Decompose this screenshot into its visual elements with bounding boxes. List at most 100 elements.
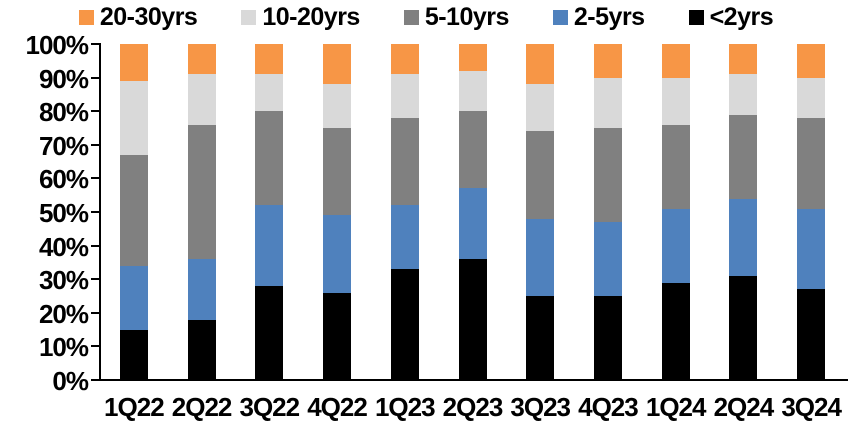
legend-item: <2yrs xyxy=(688,2,774,32)
bar-segment-1020yrs-2Q24 xyxy=(729,74,758,115)
bar-segment-1020yrs-3Q23 xyxy=(526,84,555,132)
y-axis-label: 80% xyxy=(38,97,89,128)
bar-segment-1020yrs-2Q23 xyxy=(458,70,487,112)
legend-item: 5-10yrs xyxy=(403,2,510,32)
bar-segment-2yrs-2Q22 xyxy=(187,319,216,380)
legend-item: 20-30yrs xyxy=(78,2,198,32)
bar-segment-2030yrs-2Q24 xyxy=(729,44,758,75)
bar-segment-25yrs-3Q23 xyxy=(526,218,555,296)
bar-segment-2yrs-2Q23 xyxy=(458,259,487,380)
bar-segment-510yrs-1Q24 xyxy=(661,124,690,209)
bar-segment-510yrs-2Q24 xyxy=(729,114,758,199)
bar-segment-2yrs-1Q23 xyxy=(390,269,419,380)
y-axis-label: 10% xyxy=(38,332,89,363)
bar-segment-25yrs-2Q22 xyxy=(187,259,216,320)
bar-segment-2030yrs-4Q22 xyxy=(323,44,352,85)
bar-segment-25yrs-2Q24 xyxy=(729,198,758,276)
bar-segment-2030yrs-1Q23 xyxy=(390,44,419,75)
y-axis-label: 0% xyxy=(52,366,89,396)
y-axis-tick xyxy=(91,278,100,281)
x-axis-line xyxy=(99,379,848,381)
bar-segment-25yrs-4Q23 xyxy=(593,222,622,296)
y-axis-label: 100% xyxy=(25,30,90,60)
bar-segment-1020yrs-3Q22 xyxy=(255,74,284,112)
bar-segment-2yrs-3Q23 xyxy=(526,296,555,380)
bar-segment-2030yrs-4Q23 xyxy=(593,44,622,78)
y-axis-tick xyxy=(91,379,100,381)
x-axis-label: 1Q24 xyxy=(645,392,707,422)
bar-segment-510yrs-2Q22 xyxy=(187,124,216,260)
legend-swatch-icon xyxy=(688,9,704,25)
bar-segment-510yrs-1Q22 xyxy=(119,154,148,266)
x-axis-label: 2Q24 xyxy=(713,392,775,422)
y-axis-tick xyxy=(91,177,100,180)
bar-segment-510yrs-3Q22 xyxy=(255,111,284,206)
y-axis-label: 40% xyxy=(38,231,89,262)
legend-label: <2yrs xyxy=(709,2,774,31)
y-axis-tick xyxy=(91,211,100,213)
legend-item: 10-20yrs xyxy=(241,2,360,32)
bar-segment-2030yrs-3Q22 xyxy=(255,44,284,75)
bar-segment-510yrs-3Q24 xyxy=(797,117,826,209)
bar-segment-2030yrs-1Q22 xyxy=(119,44,148,81)
bar-segment-2030yrs-3Q24 xyxy=(797,44,826,78)
bar-segment-2yrs-3Q22 xyxy=(255,285,284,380)
bar-segment-1020yrs-1Q22 xyxy=(119,80,148,155)
x-axis-label: 1Q23 xyxy=(374,392,436,422)
bar-segment-1020yrs-1Q23 xyxy=(390,74,419,118)
x-axis-label: 3Q22 xyxy=(239,392,301,422)
bar-segment-1020yrs-3Q24 xyxy=(797,77,826,118)
y-axis-label: 90% xyxy=(38,63,89,94)
bar-segment-25yrs-3Q24 xyxy=(797,208,826,290)
y-axis-label: 20% xyxy=(38,298,89,329)
x-axis-label: 4Q23 xyxy=(578,392,639,422)
bar-segment-510yrs-4Q22 xyxy=(323,128,352,216)
legend-label: 5-10yrs xyxy=(424,2,510,31)
y-axis-tick xyxy=(91,43,100,45)
bar-segment-510yrs-4Q23 xyxy=(593,128,622,223)
bar-segment-1020yrs-2Q22 xyxy=(187,74,216,125)
bar-segment-2yrs-3Q24 xyxy=(797,289,826,380)
legend-swatch-icon xyxy=(403,9,419,25)
y-axis-label: 70% xyxy=(38,130,89,161)
bar-segment-2yrs-1Q24 xyxy=(661,282,690,380)
y-axis-label: 30% xyxy=(38,265,89,296)
y-axis-label: 50% xyxy=(38,198,89,228)
y-axis-line xyxy=(99,43,101,381)
bar-segment-25yrs-2Q23 xyxy=(458,188,487,260)
legend-swatch-icon xyxy=(552,9,568,25)
bar-segment-2030yrs-2Q22 xyxy=(187,44,216,75)
legend-item: 2-5yrs xyxy=(552,2,645,32)
bar-segment-1020yrs-1Q24 xyxy=(661,77,690,125)
bar-segment-2030yrs-2Q23 xyxy=(458,44,487,71)
x-axis-label: 3Q23 xyxy=(510,392,571,422)
bar-segment-2yrs-4Q23 xyxy=(593,296,622,380)
bar-segment-2yrs-4Q22 xyxy=(323,292,352,380)
legend-swatch-icon xyxy=(78,9,94,25)
legend-label: 10-20yrs xyxy=(262,2,360,31)
y-axis-tick xyxy=(91,244,100,247)
y-axis-tick xyxy=(91,345,100,348)
y-axis-tick xyxy=(91,311,100,314)
bar-segment-2030yrs-1Q24 xyxy=(661,44,690,78)
y-axis-tick xyxy=(91,110,100,113)
bar-segment-25yrs-1Q23 xyxy=(390,205,419,270)
bar-segment-510yrs-1Q23 xyxy=(390,117,419,206)
bar-segment-2yrs-2Q24 xyxy=(729,275,758,380)
legend-label: 20-30yrs xyxy=(99,2,198,31)
legend-label: 2-5yrs xyxy=(573,2,645,31)
bar-segment-510yrs-2Q23 xyxy=(458,111,487,189)
y-axis-tick xyxy=(91,76,100,79)
y-axis-label: 60% xyxy=(38,164,89,195)
legend-swatch-icon xyxy=(241,9,257,25)
bar-segment-1020yrs-4Q22 xyxy=(323,84,352,128)
bar-segment-25yrs-4Q22 xyxy=(323,215,352,293)
x-axis-label: 1Q22 xyxy=(104,392,165,422)
bar-segment-25yrs-1Q22 xyxy=(119,265,148,330)
x-axis-label: 2Q22 xyxy=(171,392,233,422)
chart-legend: 20-30yrs 10-20yrs 5-10yrs 2-5yrs <2yrs xyxy=(0,0,852,34)
y-axis-tick xyxy=(91,143,100,146)
bar-segment-2030yrs-3Q23 xyxy=(526,44,555,85)
bar-segment-510yrs-3Q23 xyxy=(526,131,555,219)
